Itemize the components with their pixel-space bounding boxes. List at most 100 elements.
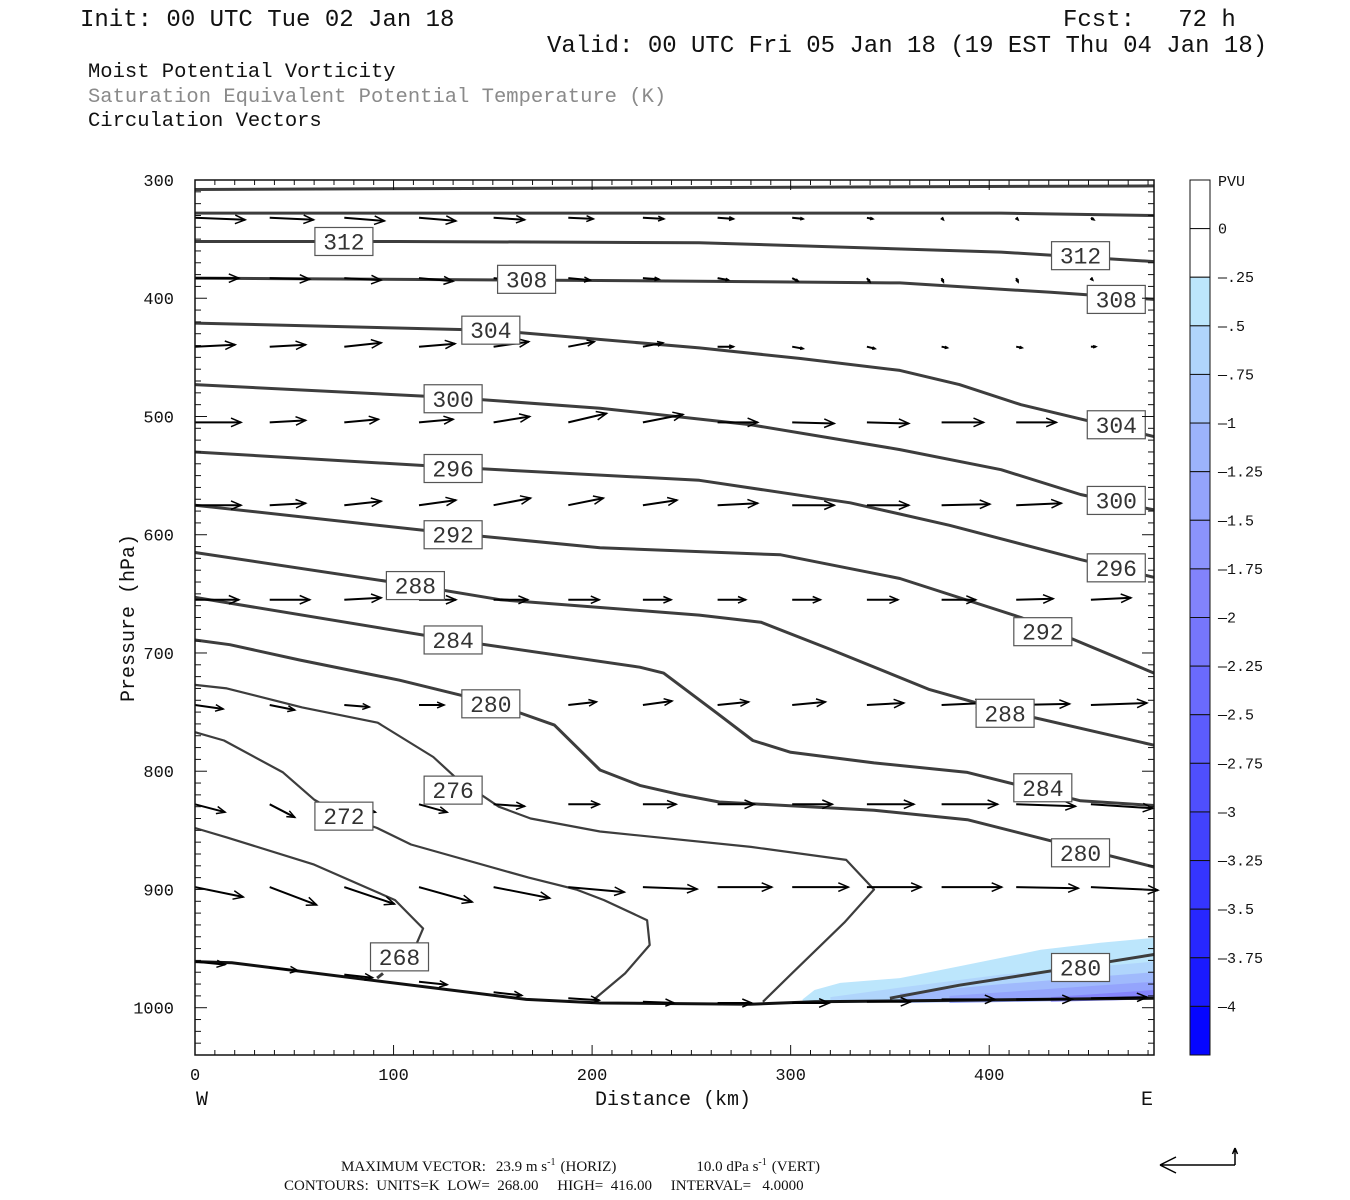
vector-arrow	[344, 972, 375, 981]
vector-arrow	[568, 800, 602, 809]
colorbar-label: —3.25	[1217, 854, 1263, 871]
vector-shaft	[493, 991, 523, 997]
vector-arrowhead	[583, 276, 593, 283]
vector-arrowhead	[445, 496, 458, 507]
colorbar-swatch	[1189, 519, 1211, 570]
vector-shaft	[866, 421, 909, 425]
vector-arrow	[269, 965, 300, 974]
contour-label-box	[496, 264, 557, 294]
contour-label: 292	[1013, 617, 1073, 647]
vector-shaft	[642, 216, 665, 220]
vector-arrow	[269, 594, 312, 605]
contour-label-box	[975, 698, 1035, 728]
vector-shaft	[194, 960, 226, 966]
vector-arrowhead	[823, 500, 837, 511]
contour-label: 312	[314, 226, 374, 256]
axis-ticks: 0 100 200 300 400 300 400 500 600 700 800 900 1000	[133, 173, 1154, 1086]
vector-arrowhead	[461, 894, 475, 905]
contours-footer: CONTOURS: UNITS=K LOW= 268.00 HIGH= 416.…	[284, 1178, 804, 1194]
circulation-vectors	[194, 214, 1160, 1008]
x-axis-east-label: E	[1141, 1089, 1153, 1112]
contour-label: 288	[385, 570, 445, 601]
vector-shaft	[269, 886, 318, 906]
vector-arrowhead	[286, 810, 297, 819]
vector-arrowhead	[838, 882, 851, 893]
x-axis-label: Distance (km)	[595, 1089, 751, 1112]
vector-shaft	[1090, 803, 1154, 810]
vector-arrowhead	[1147, 884, 1160, 895]
vector-shaft	[194, 886, 244, 898]
vector-arrowhead	[370, 497, 384, 508]
vector-arrowhead	[987, 799, 1000, 810]
vector-shaft	[269, 277, 310, 281]
vector-arrowhead	[383, 896, 397, 906]
field-title-thetaes: Saturation Equivalent Potential Temperat…	[88, 86, 666, 109]
colorbar-swatch	[1189, 228, 1211, 278]
contour-label: 304	[461, 315, 521, 345]
vector-arrow	[194, 803, 227, 815]
colorbar-label: —.5	[1217, 319, 1245, 336]
vector-arrowhead	[518, 338, 531, 348]
vector-arrow	[941, 994, 997, 1005]
vector-arrowhead	[1059, 699, 1072, 710]
contour-labels: 312 312 308 308 304 304 300 300 296 296 292 292 288 2…	[314, 226, 1146, 983]
vector-arrow	[1016, 498, 1064, 509]
vector-shaft	[568, 277, 591, 282]
vector-arrowhead	[910, 882, 924, 893]
vector-arrow	[1016, 994, 1075, 1005]
vector-arrowhead	[966, 595, 978, 605]
vert-max-value: 10.0 dPa s	[696, 1159, 758, 1175]
vector-arrowhead	[518, 595, 530, 605]
colorbar-label: —2.25	[1217, 659, 1263, 676]
contour-line-280	[889, 953, 1155, 1000]
vector-arrowhead	[444, 339, 458, 350]
vector-arrowhead	[903, 799, 916, 810]
vector-arrowhead	[666, 496, 679, 507]
vector-arrow	[418, 339, 458, 350]
vector-arrow	[195, 417, 244, 428]
colorbar-swatch	[1189, 1005, 1211, 1056]
vector-shaft	[344, 973, 373, 979]
vector-arrowhead	[739, 698, 751, 708]
vector-shaft	[568, 497, 604, 507]
vector-arrow	[418, 415, 456, 425]
vector-arrowhead	[519, 495, 533, 505]
vector-shaft	[642, 499, 678, 507]
field-title-vectors: Circulation Vectors	[88, 110, 322, 133]
vector-arrowhead	[747, 417, 760, 428]
vector-arrowhead	[230, 417, 244, 428]
vector-shaft	[568, 997, 600, 1002]
colorbar-swatch	[1189, 471, 1211, 521]
contour-label-box	[1013, 773, 1073, 803]
vector-arrow	[1016, 417, 1059, 428]
vector-arrow	[866, 996, 913, 1007]
vector-shaft	[418, 980, 448, 986]
vector-arrowhead	[515, 801, 527, 811]
vector-arrowhead	[761, 882, 774, 893]
vector-shaft	[568, 886, 625, 894]
vector-shaft	[418, 499, 457, 507]
contour-label-box	[1086, 410, 1146, 440]
vector-arrow	[419, 701, 447, 709]
vector-arrowhead	[586, 215, 596, 223]
vector-arrowhead	[216, 959, 228, 969]
vector-arrowhead	[665, 998, 676, 1007]
vector-shaft	[493, 803, 525, 808]
vector-arrow	[941, 345, 950, 350]
vector-arrowhead	[588, 698, 599, 707]
contour-label: 304	[1086, 410, 1146, 440]
contour-label-box	[1050, 838, 1111, 868]
vector-arrow	[940, 216, 945, 222]
vector-arrowhead	[1064, 801, 1078, 811]
vector-arrowhead	[666, 799, 679, 809]
y-tick-label: 500	[143, 409, 174, 428]
horiz-tag: (HORIZ)	[561, 1159, 617, 1175]
vector-arrowhead	[295, 498, 308, 509]
vector-arrowhead	[900, 996, 913, 1007]
vector-arrow	[792, 998, 832, 1008]
horiz-exponent: -1	[547, 1157, 555, 1168]
contour-label: 308	[1086, 284, 1146, 314]
vector-arrowhead	[1136, 992, 1149, 1003]
vector-shaft	[866, 702, 904, 706]
vector-arrowhead	[1050, 498, 1064, 509]
